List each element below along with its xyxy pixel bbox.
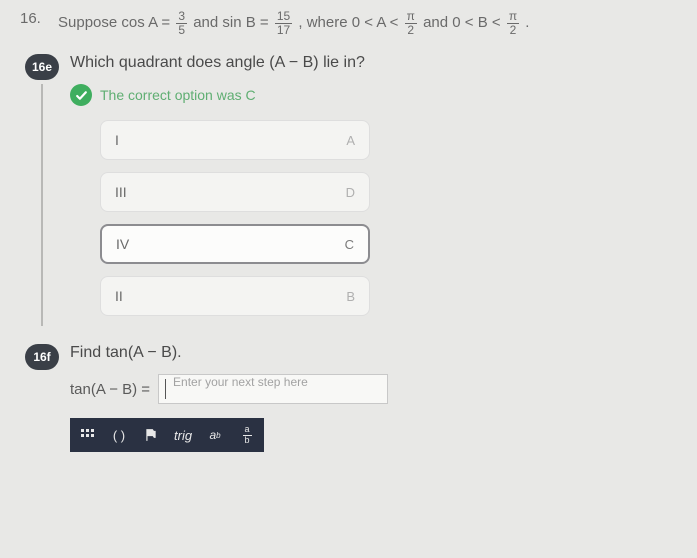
question-number: 16.: [20, 10, 48, 36]
option-letter: A: [346, 133, 355, 148]
option[interactable]: I A: [100, 120, 370, 160]
toolbar-paren-button[interactable]: ( ): [110, 428, 128, 443]
answer-input[interactable]: Enter your next step here: [158, 374, 388, 404]
fraction: 15 17: [275, 10, 292, 36]
subquestion-badge: 16f: [25, 344, 59, 370]
subquestion-16f: 16f Find tan(A − B). tan(A − B) = Enter …: [20, 344, 677, 452]
subquestion-badge: 16e: [25, 54, 59, 80]
fraction: 3 5: [176, 10, 187, 36]
fraction: π 2: [507, 10, 519, 36]
math-toolbar: ( ) trig ab a b: [70, 418, 264, 452]
toolbar-power-button[interactable]: ab: [206, 428, 224, 442]
feedback-row: The correct option was C: [70, 84, 677, 106]
options-list: I A III D IV C II B: [100, 120, 370, 316]
feedback-text: The correct option was C: [100, 87, 256, 103]
question-text: Suppose cos A = 3 5 and sin B = 15 17 , …: [58, 10, 529, 36]
toolbar-fraction-button[interactable]: a b: [238, 425, 256, 445]
option-letter: C: [345, 237, 354, 252]
option[interactable]: III D: [100, 172, 370, 212]
subquestion-16e: 16e Which quadrant does angle (A − B) li…: [20, 54, 677, 326]
option-label: I: [115, 132, 119, 148]
option[interactable]: II B: [100, 276, 370, 316]
option-label: IV: [116, 236, 129, 252]
option-label: II: [115, 288, 123, 304]
option-label: III: [115, 184, 127, 200]
option-letter: B: [346, 289, 355, 304]
option-letter: D: [346, 185, 355, 200]
answer-placeholder: Enter your next step here: [173, 375, 308, 389]
answer-row: tan(A − B) = Enter your next step here: [70, 374, 677, 404]
subquestion-title: Which quadrant does angle (A − B) lie in…: [70, 54, 677, 72]
subquestion-title: Find tan(A − B).: [70, 344, 677, 362]
toolbar-grid-icon[interactable]: [78, 428, 96, 442]
question-16-stem: 16. Suppose cos A = 3 5 and sin B = 15 1…: [20, 10, 677, 36]
caret: [165, 379, 166, 399]
thread-line: [41, 84, 43, 326]
toolbar-flag-icon[interactable]: [142, 428, 160, 442]
answer-lhs: tan(A − B) =: [70, 381, 150, 398]
option-selected[interactable]: IV C: [100, 224, 370, 264]
toolbar-trig-button[interactable]: trig: [174, 428, 192, 443]
fraction: π 2: [405, 10, 417, 36]
check-icon: [70, 84, 92, 106]
